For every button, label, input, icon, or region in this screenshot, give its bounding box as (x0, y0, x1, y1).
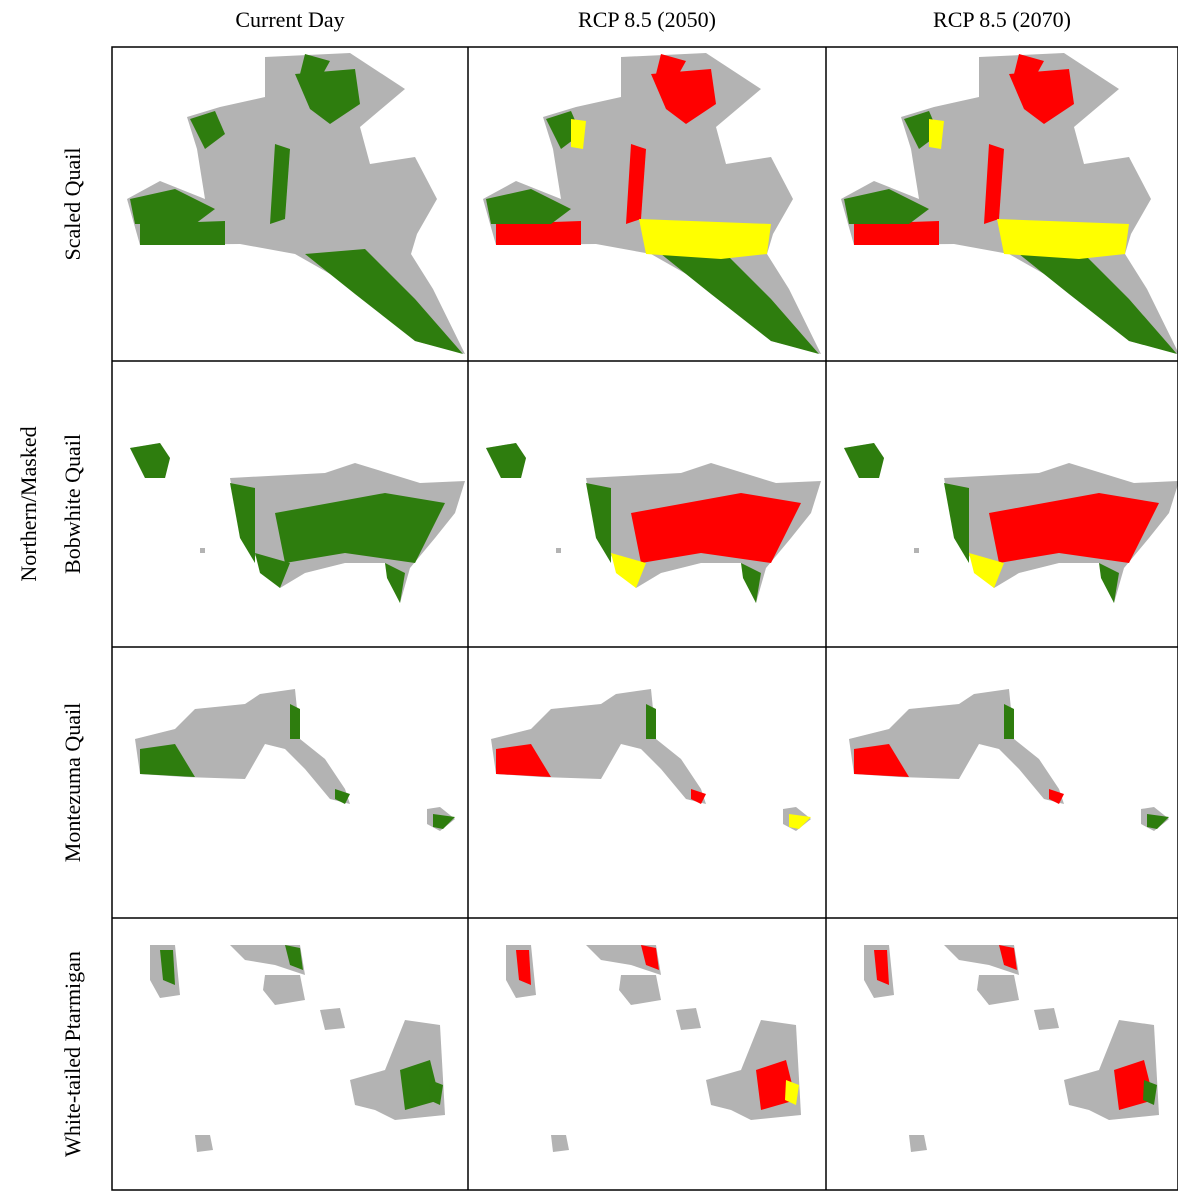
column-header: Current Day (235, 7, 344, 32)
range-change (486, 443, 526, 478)
column-header: RCP 8.5 (2070) (933, 7, 1071, 32)
range-base (320, 1008, 345, 1030)
map-cell (483, 53, 821, 354)
range-base (619, 975, 661, 1005)
page: {"columns": ["Current Day", "RCP 8.5 (20… (0, 0, 1178, 1203)
map-cell (130, 443, 465, 603)
range-change (586, 483, 611, 563)
map-cell (841, 53, 1178, 354)
range-base (1034, 1008, 1059, 1030)
map-cell (844, 443, 1178, 603)
range-change (997, 219, 1129, 259)
range-change (230, 483, 255, 563)
range-change (130, 443, 170, 478)
range-change (140, 221, 225, 245)
range-change (496, 221, 581, 245)
range-base (551, 1135, 569, 1152)
map-cell (135, 689, 455, 831)
map-cell (864, 945, 1159, 1152)
map-cell (150, 945, 445, 1152)
range-change (854, 221, 939, 245)
range-base (676, 1008, 701, 1030)
range-change (1004, 704, 1014, 739)
row-label: White-tailed Ptarmigan (60, 951, 85, 1157)
column-header: RCP 8.5 (2050) (578, 7, 716, 32)
row-label: Northern/Masked (16, 426, 41, 581)
map-cell (486, 443, 821, 603)
range-change (944, 483, 969, 563)
map-cell (491, 689, 811, 831)
row-label: Bobwhite Quail (60, 434, 85, 574)
range-base (200, 548, 205, 553)
range-base (556, 548, 561, 553)
range-change (290, 704, 300, 739)
range-base (263, 975, 305, 1005)
row-label: Montezuma Quail (60, 703, 85, 862)
range-base (914, 548, 919, 553)
figure: Current Day RCP 8.5 (2050) RCP 8.5 (2070) S… (0, 0, 1178, 1203)
range-change (646, 704, 656, 739)
range-change (639, 219, 771, 259)
map-cell (849, 689, 1169, 831)
map-cell (506, 945, 801, 1152)
range-change (844, 443, 884, 478)
range-base (977, 975, 1019, 1005)
map-cell (127, 53, 465, 354)
row-label: Scaled Quail (60, 147, 85, 260)
range-base (195, 1135, 213, 1152)
range-base (909, 1135, 927, 1152)
